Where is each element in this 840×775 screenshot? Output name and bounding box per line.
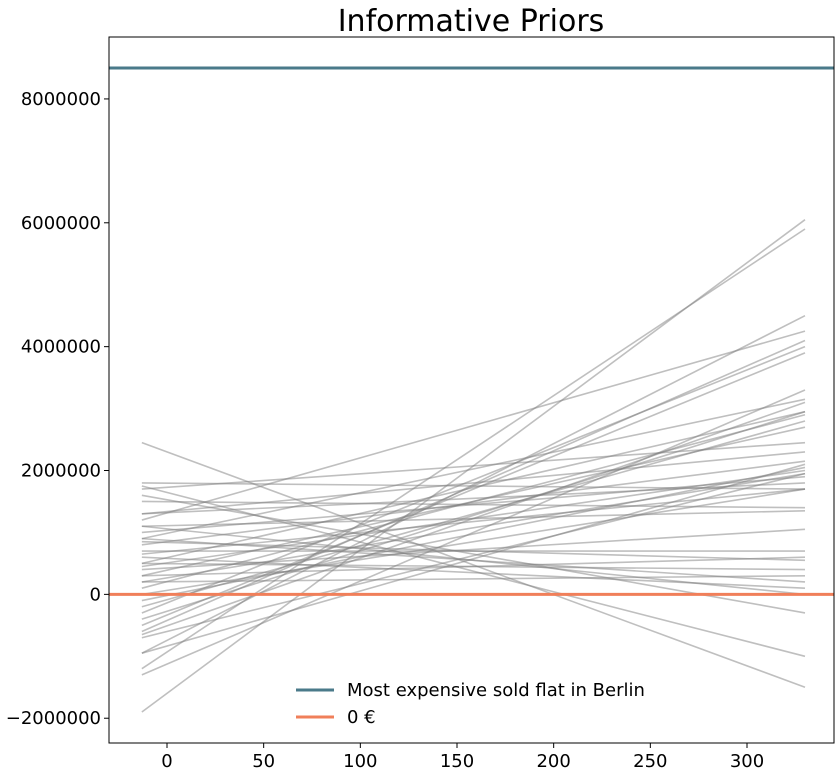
legend-label: 0 €	[347, 707, 376, 728]
y-tick-label: 2000000	[21, 461, 101, 482]
prior-line	[141, 556, 806, 577]
prior-line	[141, 537, 806, 583]
prior-line	[141, 574, 806, 583]
x-tick-label: 50	[252, 751, 275, 772]
prior-line	[141, 466, 806, 602]
x-tick-label: 100	[343, 751, 377, 772]
legend-label: Most expensive sold flat in Berlin	[347, 680, 645, 701]
x-tick-label: 200	[536, 751, 570, 772]
prior-line	[141, 528, 806, 571]
prior-line	[141, 345, 806, 614]
x-tick-label: 250	[633, 751, 667, 772]
prior-line	[141, 330, 806, 521]
x-tick-label: 150	[440, 751, 474, 772]
chart-title: Informative Priors	[338, 4, 605, 39]
y-tick-label: 8000000	[21, 89, 101, 110]
plot-frame	[108, 36, 835, 744]
prior-line	[141, 451, 806, 515]
x-tick-label: 300	[730, 751, 764, 772]
prior-line	[141, 463, 806, 654]
y-tick-label: 0	[90, 584, 101, 605]
prior-line	[141, 488, 806, 596]
y-tick-label: −2000000	[6, 708, 101, 729]
prior-line	[141, 509, 806, 528]
legend: Most expensive sold flat in Berlin 0 €	[296, 680, 645, 728]
y-tick-label: 4000000	[21, 337, 101, 358]
y-tick-label: 6000000	[21, 213, 101, 234]
prior-line	[141, 314, 806, 654]
prior-line	[141, 485, 806, 658]
prior-line	[141, 441, 806, 689]
x-tick-label: 0	[161, 751, 172, 772]
prior-line	[141, 472, 806, 639]
prior-line	[141, 410, 806, 620]
prior-line	[141, 441, 806, 490]
prior-line	[141, 460, 806, 546]
axis-ticks: 0 50 100 150 200 250 300 −2000000 0 2000000 400000…	[6, 89, 764, 772]
prior-line	[141, 352, 806, 627]
prior-line	[141, 488, 806, 555]
